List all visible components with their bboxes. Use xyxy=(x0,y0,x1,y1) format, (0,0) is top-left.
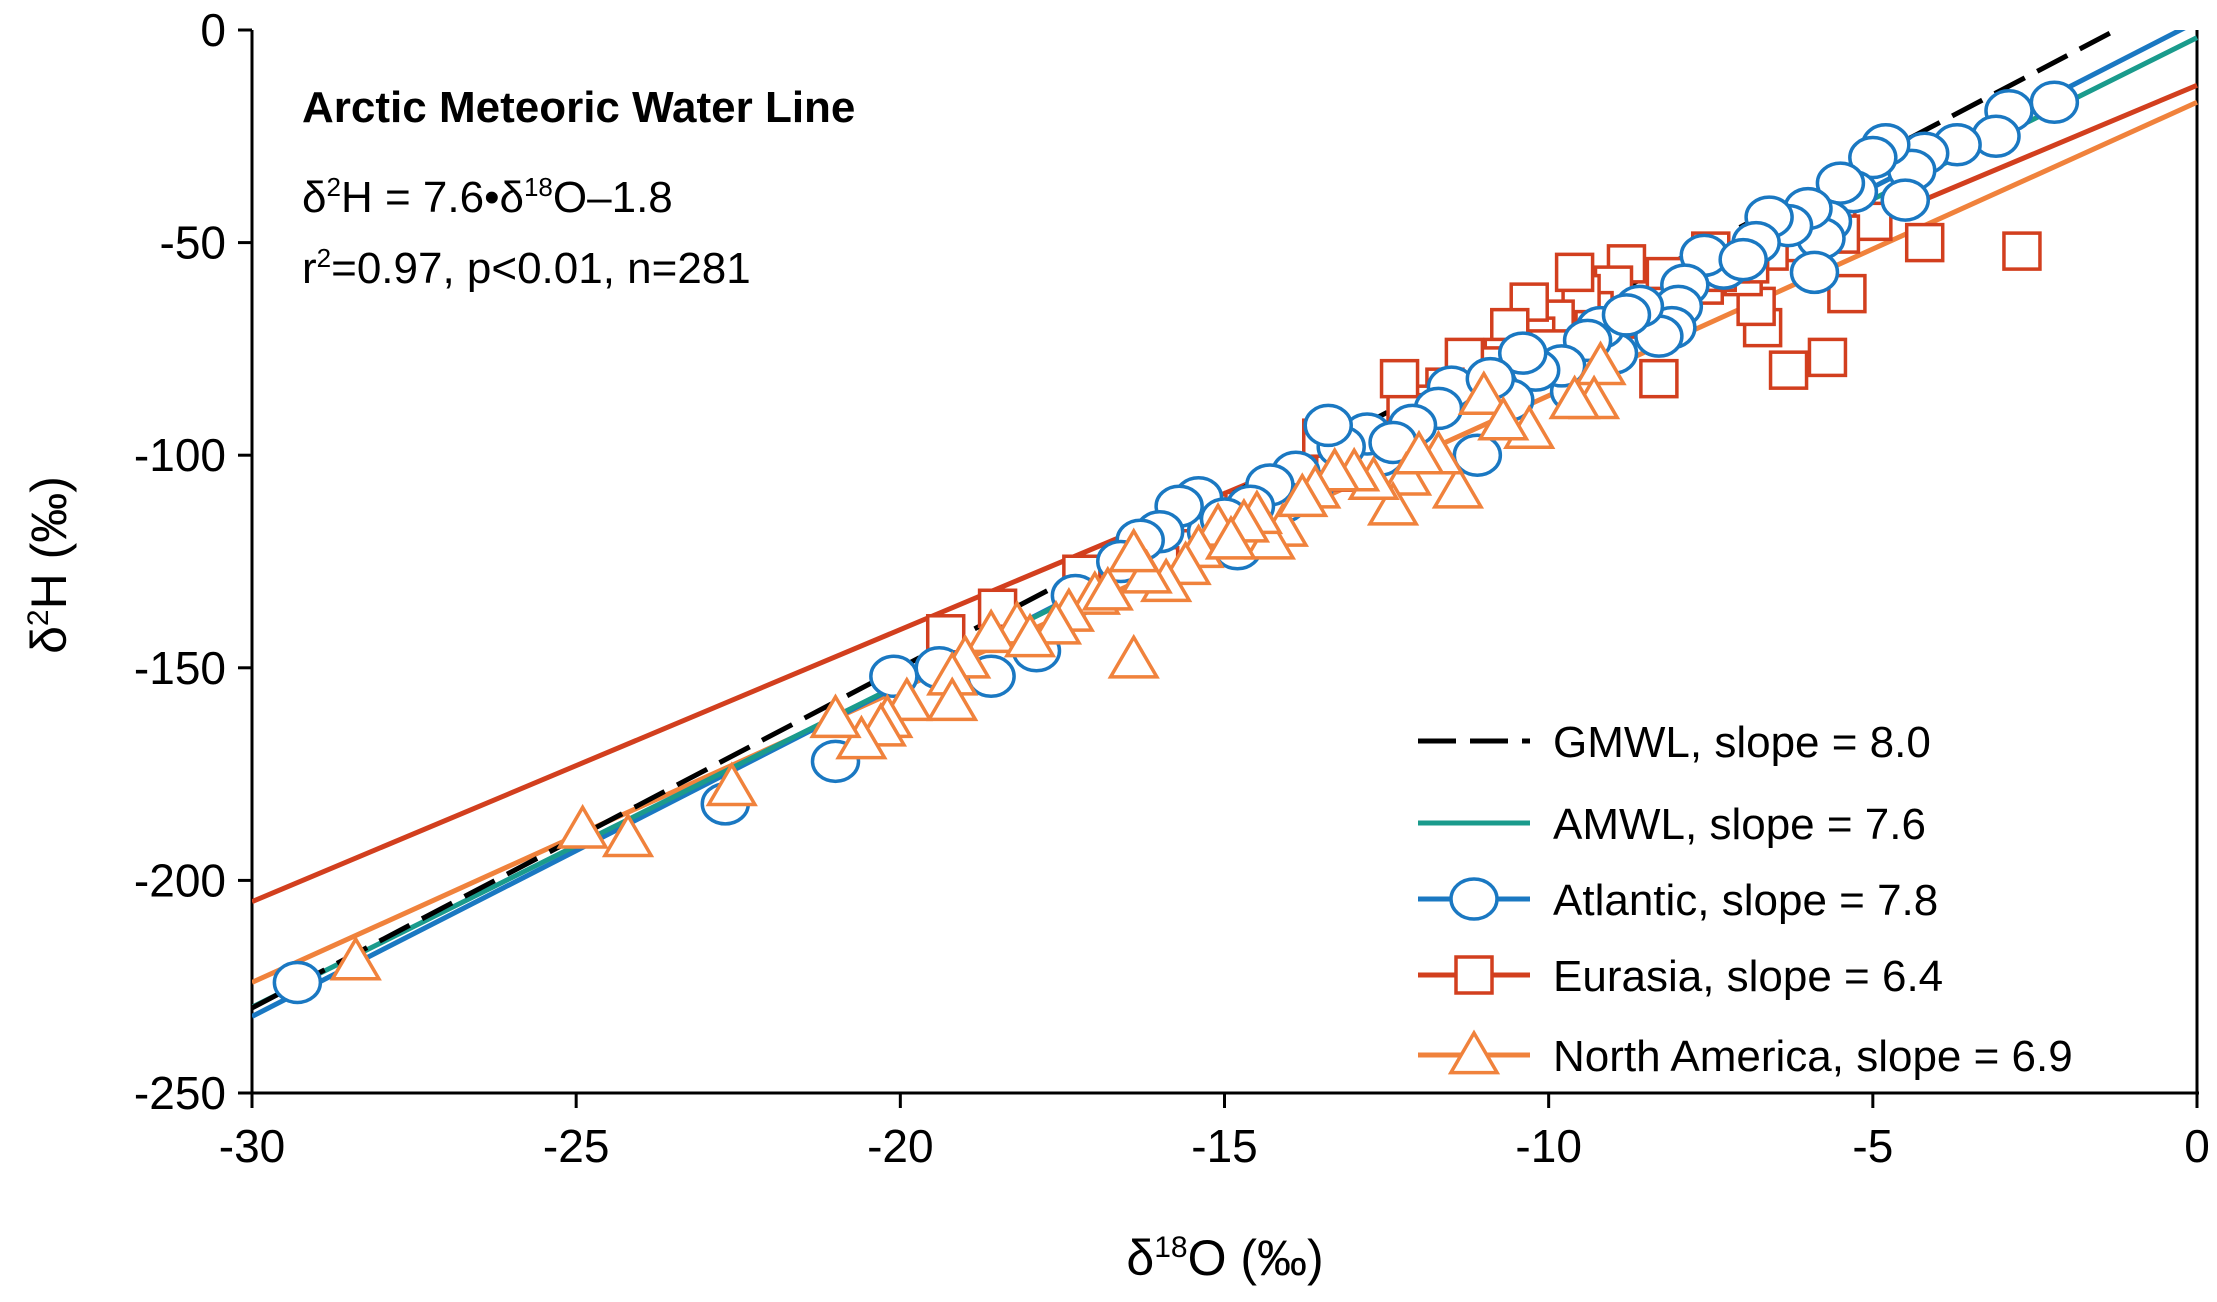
circle-point xyxy=(272,960,323,1005)
circle-point xyxy=(1789,250,1840,295)
triangle-point xyxy=(705,761,758,807)
x-tick-label: -10 xyxy=(1515,1120,1581,1172)
triangle-point xyxy=(1276,472,1329,518)
legend-item: AMWL, slope = 7.6 xyxy=(1418,800,1926,849)
triangle-point xyxy=(1029,599,1083,645)
triangle-point xyxy=(601,812,655,858)
triangle-point xyxy=(1457,370,1510,416)
data-markers xyxy=(272,80,2080,1005)
chart-title: Arctic Meteoric Water Line xyxy=(302,83,855,132)
square-point xyxy=(1807,337,1848,378)
y-tick-label: -250 xyxy=(134,1067,226,1119)
legend-label: AMWL, slope = 7.6 xyxy=(1553,800,1926,849)
triangle-point xyxy=(329,935,382,981)
y-tick-label: -100 xyxy=(134,429,226,481)
square-point xyxy=(1904,222,1945,263)
triangle-point xyxy=(1204,514,1258,560)
stats-annotation: r2=0.97, p<0.01, n=281 xyxy=(302,243,751,293)
triangle-point xyxy=(1392,429,1446,475)
ticks: 0-50-100-150-200-250-30 -25 -20 -15 -10 -5 0 xyxy=(134,4,2210,1172)
triangle-point xyxy=(1081,565,1134,611)
triangle-point xyxy=(1366,480,1420,526)
y-tick-label: -150 xyxy=(134,642,226,694)
y-axis-title: δ2H (‰) xyxy=(21,476,77,654)
circle-point xyxy=(1452,433,1503,477)
circle-point xyxy=(1848,135,1898,180)
legend-item: Eurasia, slope = 6.4 xyxy=(1418,952,1943,1001)
legend-item: North America, slope = 6.9 xyxy=(1418,1029,2073,1081)
triangle-point xyxy=(1003,612,1057,658)
triangle-point xyxy=(964,608,1018,654)
triangle-point xyxy=(1548,374,1601,420)
triangle-point xyxy=(926,676,979,722)
circle-point xyxy=(2029,80,2080,125)
triangle-point xyxy=(1107,633,1160,679)
y-tick-label: -200 xyxy=(134,854,226,906)
circle-point xyxy=(1601,293,1652,337)
legend-triangle-marker xyxy=(1447,1029,1501,1075)
x-tick-label: -25 xyxy=(543,1120,609,1172)
legend-label: North America, slope = 6.9 xyxy=(1553,1032,2073,1081)
x-tick-label: -15 xyxy=(1191,1120,1257,1172)
circle-point xyxy=(1497,331,1548,375)
triangle-point xyxy=(809,693,862,739)
x-tick-label: -20 xyxy=(867,1120,933,1172)
square-point xyxy=(1379,358,1420,399)
legend-label: Atlantic, slope = 7.8 xyxy=(1553,876,1938,925)
triangle-point xyxy=(556,803,609,849)
x-tick-label: 0 xyxy=(2184,1120,2210,1172)
legend-square-marker xyxy=(1454,955,1494,995)
legend-label: Eurasia, slope = 6.4 xyxy=(1553,952,1943,1001)
legend: GMWL, slope = 8.0 AMWL, slope = 7.6 Atlant… xyxy=(1418,718,2073,1081)
legend-label: GMWL, slope = 8.0 xyxy=(1553,718,1931,767)
circle-point xyxy=(1303,403,1353,448)
x-axis-title: δ18O (‰) xyxy=(1126,1230,1323,1286)
square-point xyxy=(2002,231,2042,271)
triangle-point xyxy=(1574,340,1627,386)
legend-circle-marker xyxy=(1449,877,1499,921)
legend-item: GMWL, slope = 8.0 xyxy=(1418,718,1931,767)
legend-item: Atlantic, slope = 7.8 xyxy=(1418,876,1938,925)
series-north-america xyxy=(329,340,1627,981)
x-tick-label: -30 xyxy=(219,1120,285,1172)
circle-point xyxy=(1718,237,1768,282)
triangle-point xyxy=(1107,527,1160,573)
y-tick-label: 0 xyxy=(200,4,226,56)
triangle-point xyxy=(1477,395,1530,441)
square-point xyxy=(1639,358,1679,399)
circle-point xyxy=(1880,178,1930,222)
y-tick-label: -50 xyxy=(160,217,226,269)
x-tick-label: -5 xyxy=(1852,1120,1893,1172)
square-point xyxy=(1554,252,1595,293)
triangle-point xyxy=(1431,463,1485,509)
equation-annotation: δ2H = 7.6•δ18O–1.8 xyxy=(302,172,673,222)
square-point xyxy=(1768,350,1809,390)
